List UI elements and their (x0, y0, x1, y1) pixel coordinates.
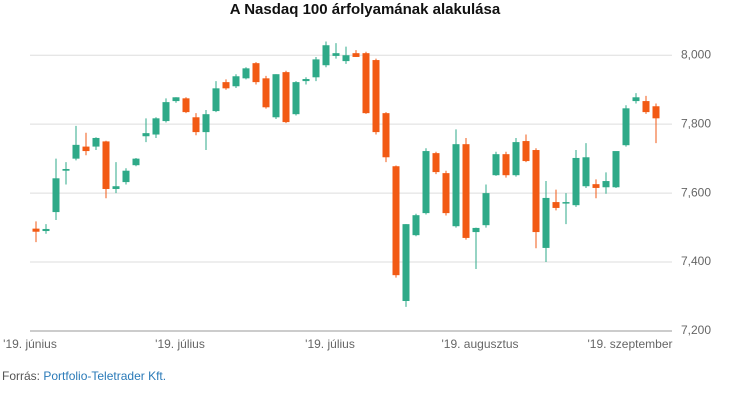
candle-body (32, 228, 40, 232)
y-tick-label: 8,000 (681, 47, 711, 61)
candle-body (432, 153, 440, 173)
candle-body (522, 141, 530, 162)
candle-body (302, 79, 310, 82)
candle-body (52, 178, 60, 213)
x-tick-label: '19. június (3, 337, 57, 351)
candle-body (482, 193, 490, 226)
candle-body (342, 55, 350, 62)
candle-body (222, 82, 230, 89)
candle-body (332, 53, 340, 56)
candle-body (112, 186, 120, 189)
candle-body (362, 53, 370, 114)
candle-body (412, 215, 420, 236)
candle-body (62, 168, 70, 171)
candle-body (102, 141, 110, 189)
candle-body (532, 150, 540, 233)
candle-body (572, 157, 580, 206)
candle-body (242, 68, 250, 79)
source-link[interactable]: Portfolio-Teletrader Kft. (43, 369, 166, 383)
source-label: Forrás: (2, 369, 40, 383)
candle-body (122, 170, 130, 183)
candle-body (502, 154, 510, 176)
candle-body (132, 158, 140, 166)
candle-body (262, 78, 270, 108)
candle-body (552, 202, 560, 208)
source: Forrás: Portfolio-Teletrader Kft. (2, 369, 166, 383)
candle-body (402, 224, 410, 302)
candle-body (232, 76, 240, 87)
candle-body (452, 144, 460, 227)
candle-body (372, 60, 380, 133)
candle-body (652, 106, 660, 119)
candle-body (382, 113, 390, 158)
candle-body (72, 144, 80, 159)
candle-body (592, 184, 600, 188)
candle-body (492, 154, 500, 176)
candle-body (162, 102, 170, 122)
candle-body (462, 144, 470, 238)
candle-body (182, 98, 190, 113)
candle-body (512, 142, 520, 176)
y-tick-label: 7,400 (681, 254, 711, 268)
x-tick-label: '19. július (305, 337, 355, 351)
candle-body (542, 197, 550, 248)
candle-body (392, 166, 400, 276)
candle-body (442, 173, 450, 214)
chart-title: A Nasdaq 100 árfolyamának alakulása (230, 1, 501, 18)
x-tick-label: '19. szeptember (587, 337, 672, 351)
candle-body (152, 118, 160, 135)
candle-body (422, 151, 430, 214)
x-tick-label: '19. augusztus (441, 337, 518, 351)
x-tick-label: '19. július (155, 337, 205, 351)
y-tick-label: 7,800 (681, 116, 711, 130)
candle-body (352, 53, 360, 57)
candle-body (192, 117, 200, 133)
candle-body (322, 45, 330, 66)
candle-body (142, 133, 150, 137)
y-tick-label: 7,600 (681, 185, 711, 199)
y-tick-label: 7,200 (681, 323, 711, 337)
candle-body (632, 97, 640, 102)
candle-body (602, 181, 610, 188)
candle-body (282, 72, 290, 123)
candle-body (292, 82, 300, 115)
candle-body (272, 74, 280, 118)
candle-body (562, 202, 570, 204)
candle-body (252, 63, 260, 83)
candle-body (82, 146, 90, 152)
candle-body (622, 108, 630, 146)
candle-body (642, 101, 650, 113)
candle-body (42, 228, 50, 232)
candle-body (92, 137, 100, 147)
candle-body (172, 97, 180, 102)
candle-body (202, 114, 210, 133)
candle-body (582, 157, 590, 187)
candle-body (312, 59, 320, 78)
candle-body (612, 151, 620, 188)
candle-body (212, 88, 220, 112)
candle-body (472, 227, 480, 233)
